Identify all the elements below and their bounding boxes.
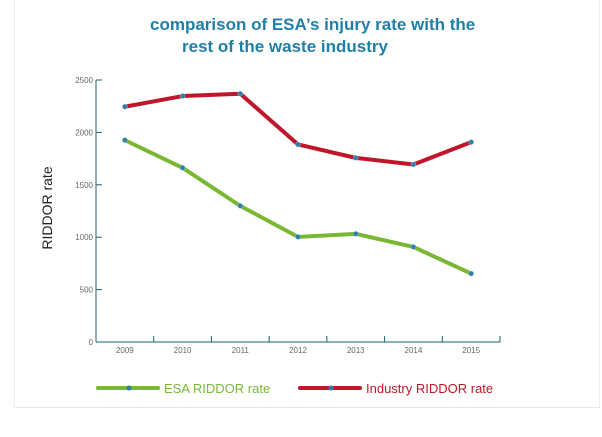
chart-title: comparison of ESA’s injury rate with the…	[130, 14, 510, 58]
legend-marker	[328, 385, 334, 391]
data-point	[410, 161, 417, 168]
y-tick-label: 1500	[75, 181, 93, 190]
y-tick-label: 1000	[75, 233, 93, 242]
data-point	[237, 203, 244, 209]
data-point	[468, 270, 474, 277]
x-tick-label: 2011	[232, 346, 250, 355]
x-tick-label: 2014	[405, 346, 423, 355]
x-tick-label: 2009	[116, 346, 134, 355]
data-point	[352, 155, 359, 161]
data-point	[179, 93, 186, 99]
data-point	[179, 165, 186, 171]
data-point	[295, 234, 301, 240]
data-point	[122, 103, 128, 110]
data-point	[237, 90, 244, 97]
data-point	[295, 141, 301, 148]
chart-frame	[14, 0, 600, 408]
x-tick-label: 2012	[289, 346, 307, 355]
y-tick-label: 2000	[75, 128, 93, 137]
data-point	[410, 244, 417, 250]
y-tick-label: 500	[80, 286, 94, 295]
data-point	[468, 139, 474, 145]
legend-label: ESA RIDDOR rate	[164, 381, 270, 396]
data-point	[122, 137, 128, 143]
series-line-1	[122, 91, 474, 167]
chart-title-line-1: comparison of ESA’s injury rate with the	[150, 15, 476, 34]
legend-label: Industry RIDDOR rate	[366, 381, 493, 396]
x-tick-label: 2010	[174, 346, 192, 355]
data-point	[352, 231, 359, 237]
y-tick-label: 0	[89, 338, 94, 347]
y-tick-label: 2500	[75, 76, 93, 85]
legend-marker	[126, 385, 132, 391]
x-tick-label: 2013	[347, 346, 365, 355]
x-tick-label: 2015	[462, 346, 480, 355]
chart-title-line-2: rest of the waste industry	[182, 37, 388, 56]
